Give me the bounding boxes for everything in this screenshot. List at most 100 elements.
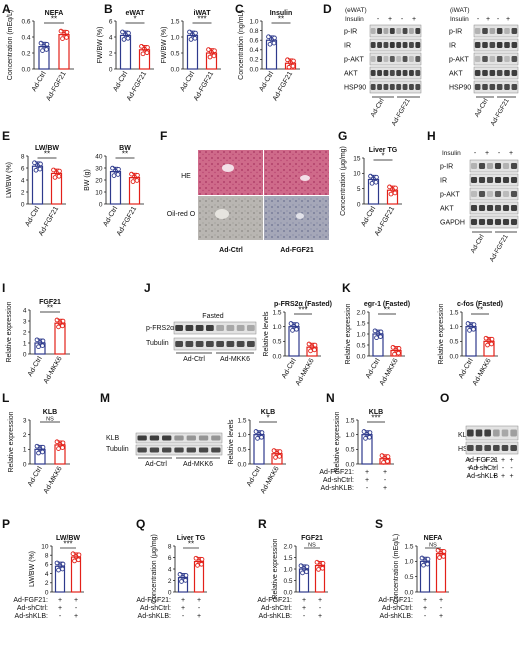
blot-strip: [369, 52, 422, 66]
band: [415, 70, 421, 76]
data-point: [32, 160, 37, 166]
panel-letter: H: [427, 129, 436, 143]
band: [377, 42, 382, 48]
data-point: [56, 446, 61, 451]
condition-sign: +: [486, 16, 490, 23]
blot-row-label: HSP90: [344, 85, 366, 92]
band: [484, 445, 491, 451]
data-point: [259, 430, 265, 435]
y-tick-label: 0.2: [21, 50, 30, 57]
blot-strip: [473, 80, 519, 94]
blot-strip: [473, 52, 519, 66]
band: [494, 191, 502, 197]
data-point: [56, 567, 61, 573]
group-label: Ad-FGF21: [489, 97, 510, 127]
condition-sign: +: [383, 469, 387, 476]
blot-strip: [369, 24, 422, 38]
group-label: Ad-MKK6: [220, 356, 250, 363]
band: [470, 163, 478, 169]
condition-label: Ad-shCtrl: [469, 465, 499, 472]
data-point: [255, 436, 260, 441]
group-label: Ad-Ctrl: [219, 247, 243, 254]
data-point: [130, 179, 136, 184]
band: [377, 28, 382, 34]
y-tick-label: 10: [41, 543, 49, 550]
bar-chart-k1: egr-1 (Fasted) 0.0 0.5 1.0 1.5 2.0 Relative ex…: [345, 301, 410, 387]
y-tick-label: 4: [21, 177, 25, 184]
condition-sign: +: [423, 597, 427, 604]
data-point: [211, 53, 217, 59]
y-tick-label: 4: [109, 34, 113, 41]
blot-strip: [135, 432, 223, 444]
vessel: [222, 164, 234, 172]
band: [478, 219, 486, 225]
band: [389, 70, 395, 76]
y-axis-label: LW/BW (%): [29, 551, 36, 587]
condition-label: Ad-FGF21: [465, 457, 498, 464]
band: [370, 84, 376, 90]
band: [501, 445, 509, 451]
blot-row-label: AKT: [344, 71, 358, 78]
condition-sign: +: [412, 16, 416, 23]
data-point: [115, 172, 121, 177]
data-point: [441, 549, 447, 554]
band: [205, 341, 214, 347]
data-point: [60, 561, 66, 567]
data-point: [56, 173, 62, 179]
data-point: [36, 450, 41, 456]
data-point: [72, 558, 77, 564]
condition-sign: +: [509, 473, 513, 480]
he-image-fgf21: [264, 150, 329, 195]
data-point: [139, 43, 144, 49]
data-point: [212, 48, 217, 54]
y-axis-label: Relative expression: [6, 301, 13, 362]
data-point: [40, 48, 45, 53]
data-point: [361, 429, 367, 434]
blot-strip: [469, 173, 519, 187]
y-tick-label: 0.4: [21, 34, 30, 41]
y-tick-label: 0.0: [404, 589, 413, 596]
blot-row-label: Tubulin: [146, 340, 169, 347]
data-point: [192, 35, 198, 41]
data-point: [57, 168, 62, 174]
condition-sign: -: [440, 605, 443, 612]
y-tick-label: 1.5: [404, 543, 413, 550]
x-tick-label: Ad-Ctrl: [281, 357, 298, 380]
band: [402, 28, 408, 34]
y-axis-label: FW/BW (%): [97, 27, 104, 64]
condition-sign: +: [467, 457, 471, 464]
condition-sign: -: [303, 613, 306, 620]
band: [162, 435, 172, 441]
band: [185, 325, 194, 331]
data-point: [58, 28, 64, 34]
chart-title: FGF21: [39, 299, 61, 306]
data-point: [195, 563, 200, 568]
data-point: [419, 555, 425, 561]
band: [370, 70, 376, 76]
data-point: [193, 555, 199, 561]
chart-title: egr-1 (Fasted): [364, 301, 410, 308]
band: [409, 28, 414, 34]
band: [474, 42, 481, 48]
y-tick-label: 10: [95, 189, 103, 196]
y-axis-label: Relative expression: [334, 411, 341, 472]
band: [484, 429, 491, 437]
data-point: [44, 47, 49, 52]
band: [486, 205, 494, 211]
oilred-image-fgf21: [264, 196, 329, 240]
blot-row-label: GAPDH: [440, 220, 465, 227]
bar-chart-s: NEFA 0.0 0.5 1.0 1.5 Concentration (mEq/L) NS A…: [378, 534, 449, 620]
data-point: [277, 449, 283, 454]
y-tick-label: 2: [45, 580, 49, 587]
condition-sign: +: [506, 16, 510, 23]
data-point: [144, 50, 150, 56]
data-point: [471, 322, 477, 327]
group-label: Ad-FGF21: [390, 97, 411, 127]
data-point: [300, 570, 305, 576]
panel-letter: R: [258, 517, 267, 531]
group-label: Ad-Ctrl: [474, 97, 490, 118]
y-tick-label: 0.6: [21, 18, 30, 25]
x-tick-label: Ad-Ctrl: [27, 465, 44, 488]
band: [504, 42, 510, 48]
